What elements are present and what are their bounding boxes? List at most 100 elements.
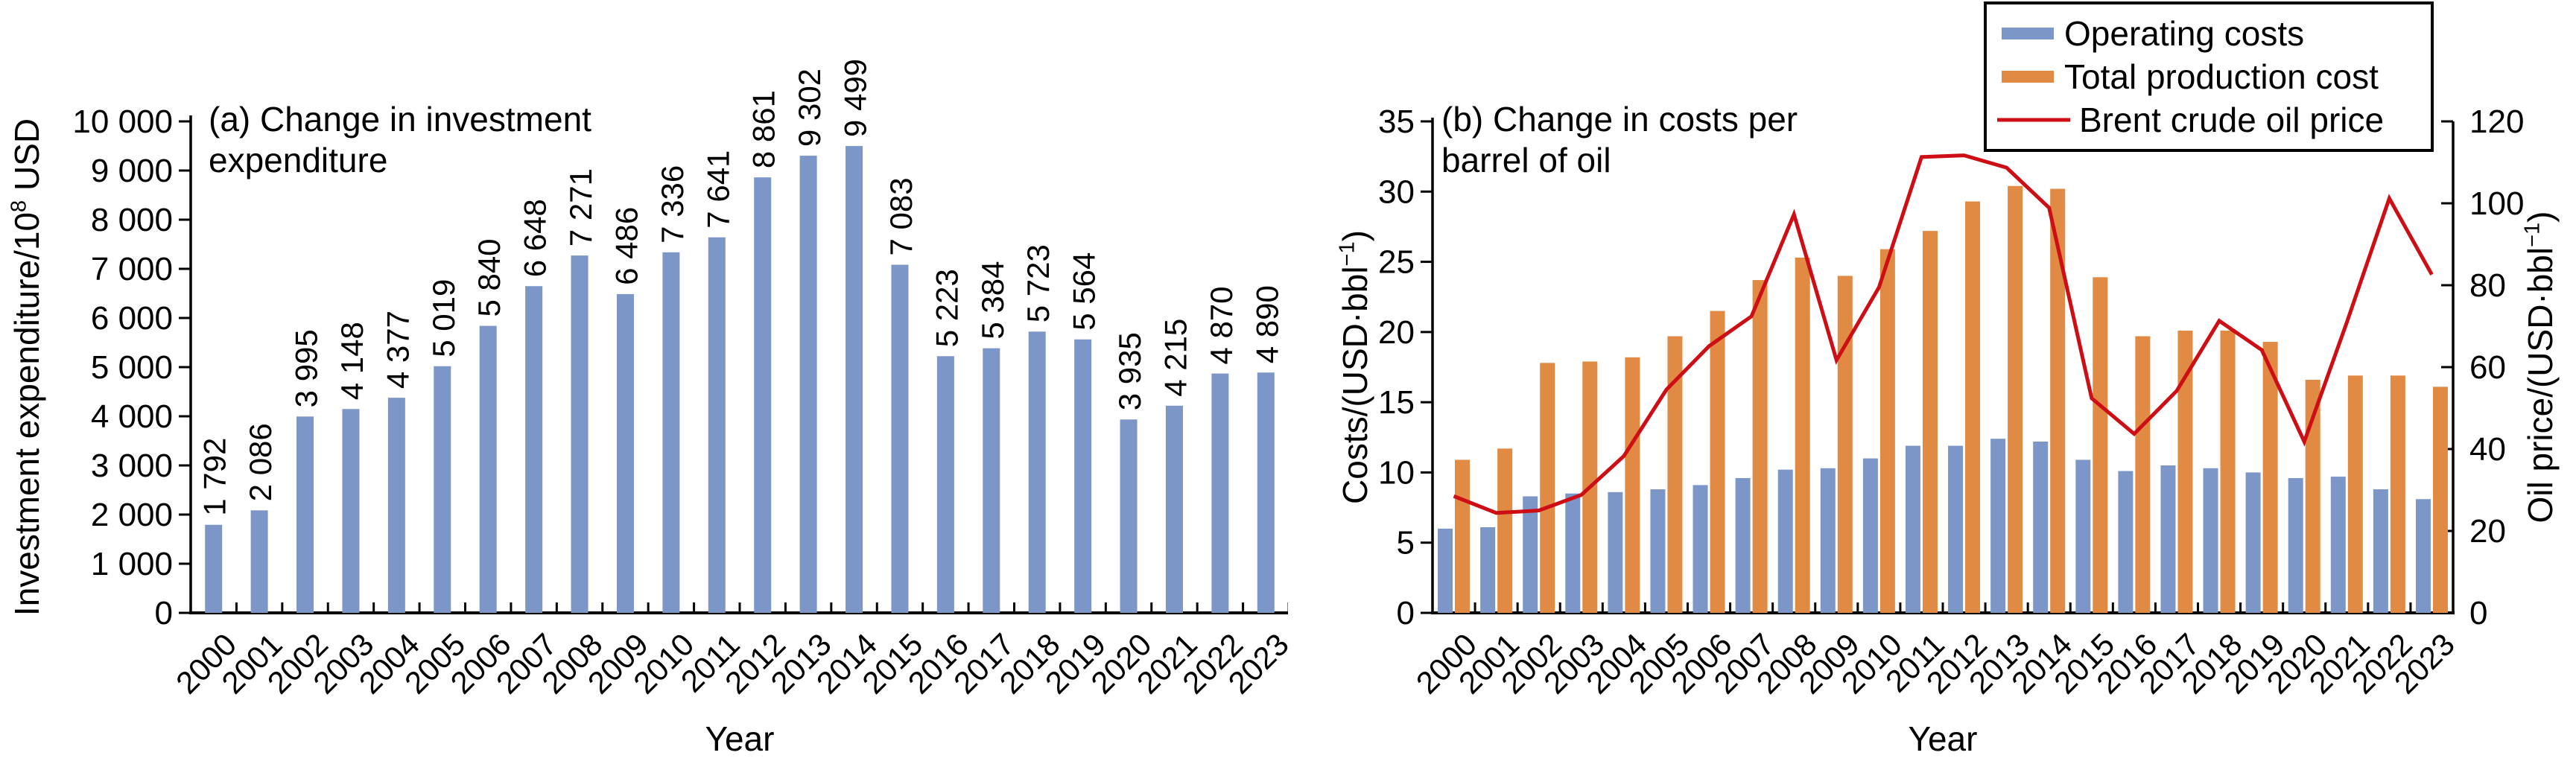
bar-operating-2001 — [1480, 526, 1496, 613]
y-tick-label: 0 — [155, 595, 173, 631]
bar-total-2011 — [1922, 231, 1938, 614]
bar-label-2009: 6 486 — [609, 207, 644, 285]
bar-label-2013: 9 302 — [792, 69, 827, 147]
left-y-tick-label: 35 — [1378, 104, 1415, 140]
legend-swatch-operating-costs — [2002, 28, 2054, 39]
bar-label-2017: 5 384 — [974, 261, 1009, 340]
bar-operating-2010 — [1862, 458, 1878, 613]
bar-label-2016: 5 223 — [929, 269, 964, 347]
bar-total-2021 — [2347, 375, 2363, 613]
x-axis-label: Year — [705, 719, 775, 758]
bar-label-2011: 7 641 — [700, 150, 735, 229]
bar-total-2009 — [1837, 276, 1853, 613]
bar-total-2001 — [1497, 448, 1513, 613]
left-y-tick-label: 5 — [1397, 525, 1415, 561]
bar-total-2023 — [2432, 386, 2448, 613]
bar-operating-2004 — [1608, 491, 1623, 613]
bar-operating-2016 — [2118, 471, 2134, 613]
bar-label-group: 4 215 — [1158, 319, 1193, 397]
bar-2011 — [708, 237, 726, 613]
y-axis-label: Investment expenditure/108​ USD — [7, 118, 46, 616]
bar-operating-2019 — [2245, 472, 2261, 613]
bar-label-group: 5 019 — [425, 279, 460, 357]
left-axis-label: Costs/(USD·bbl−1​) — [1336, 230, 1374, 504]
bar-label-group: 4 890 — [1249, 285, 1284, 363]
bar-label-2008: 7 271 — [563, 168, 598, 246]
bar-operating-2002 — [1523, 496, 1538, 613]
bar-total-2014 — [2050, 188, 2066, 613]
legend: Operating costs Total production cost Bren… — [1984, 1, 2434, 152]
bar-label-2002: 3 995 — [288, 329, 323, 407]
bar-total-2006 — [1710, 311, 1725, 613]
bar-label-group: 7 083 — [883, 177, 918, 255]
bar-total-2019 — [2262, 342, 2278, 613]
y-tick-label: 10 000 — [72, 104, 173, 140]
bar-label-2010: 7 336 — [654, 165, 689, 244]
right-axis-label-group: Oil price/(USD·bbl−1​) — [2521, 211, 2560, 523]
bar-label-2007: 6 648 — [517, 199, 552, 277]
right-y-tick-label: 0 — [2469, 595, 2487, 631]
bar-total-2007 — [1752, 280, 1768, 613]
bar-label-2001: 2 086 — [243, 423, 278, 501]
panel-a-title-line1: (a) Change in investment — [209, 100, 591, 139]
bar-total-2020 — [2305, 379, 2320, 613]
bar-label-2019: 5 564 — [1066, 252, 1101, 331]
x-axis-label: Year — [1909, 719, 1978, 758]
left-y-tick-label: 25 — [1378, 244, 1415, 281]
bar-label-group: 6 486 — [609, 207, 644, 285]
bar-total-2017 — [2177, 330, 2193, 613]
left-axis-label-group: Costs/(USD·bbl−1​) — [1336, 230, 1374, 504]
plot-area-b: 0510152025303502040608010012020002001200… — [1336, 1, 2560, 758]
right-y-tick-label: 60 — [2469, 349, 2506, 386]
bar-label-group: 9 499 — [837, 59, 872, 137]
bar-2017 — [983, 348, 1000, 613]
legend-swatch-total-production-cost — [2002, 71, 2054, 83]
bar-2019 — [1074, 339, 1092, 613]
bar-2007 — [525, 286, 543, 613]
bar-label-group: 2 086 — [243, 423, 278, 501]
bar-2022 — [1211, 373, 1229, 613]
bar-label-2006: 5 840 — [472, 238, 507, 316]
bar-label-2022: 4 870 — [1203, 286, 1238, 364]
bar-operating-2012 — [1948, 445, 1964, 613]
bar-label-group: 9 302 — [792, 69, 827, 147]
bar-label-group: 5 564 — [1066, 252, 1101, 331]
bar-2000 — [205, 524, 223, 613]
left-y-tick-label: 0 — [1397, 595, 1415, 631]
bar-label-group: 8 861 — [746, 90, 781, 168]
bar-total-2018 — [2220, 330, 2236, 613]
bar-label-2018: 5 723 — [1021, 244, 1056, 322]
bar-label-group: 7 336 — [654, 165, 689, 244]
bar-2009 — [616, 293, 634, 613]
bar-label-2000: 1 792 — [197, 438, 232, 516]
bar-total-2015 — [2093, 277, 2108, 613]
bar-2016 — [936, 356, 954, 613]
panel-b-costs-bar-line-chart: 0510152025303502040608010012020002001200… — [1336, 1, 2560, 758]
right-y-tick-label: 20 — [2469, 513, 2506, 550]
bar-2008 — [571, 255, 589, 613]
bar-label-group: 7 271 — [563, 168, 598, 246]
bar-total-2002 — [1540, 363, 1555, 613]
bar-operating-2009 — [1820, 468, 1836, 613]
legend-label-2: Brent crude oil price — [2079, 101, 2384, 139]
bar-2013 — [799, 156, 817, 613]
bar-2002 — [296, 416, 314, 613]
bar-total-2004 — [1625, 357, 1640, 613]
bar-2001 — [250, 510, 268, 613]
left-y-tick-label: 15 — [1378, 384, 1415, 421]
bar-label-2021: 4 215 — [1158, 319, 1193, 397]
bar-2003 — [342, 409, 360, 613]
left-y-tick-label: 10 — [1378, 454, 1415, 491]
y-tick-label: 5 000 — [91, 349, 173, 386]
bar-operating-2022 — [2373, 489, 2388, 613]
bar-total-2010 — [1879, 249, 1895, 613]
y-tick-label: 8 000 — [91, 202, 173, 238]
right-axis-label: Oil price/(USD·bbl−1​) — [2521, 211, 2560, 523]
bar-label-2004: 4 377 — [380, 311, 415, 389]
bar-total-2008 — [1795, 257, 1810, 613]
bar-label-group: 3 935 — [1112, 332, 1147, 410]
bar-2015 — [891, 264, 909, 613]
left-y-tick-label: 30 — [1378, 174, 1415, 210]
bar-label-2014: 9 499 — [837, 59, 872, 137]
bar-2021 — [1165, 405, 1183, 613]
